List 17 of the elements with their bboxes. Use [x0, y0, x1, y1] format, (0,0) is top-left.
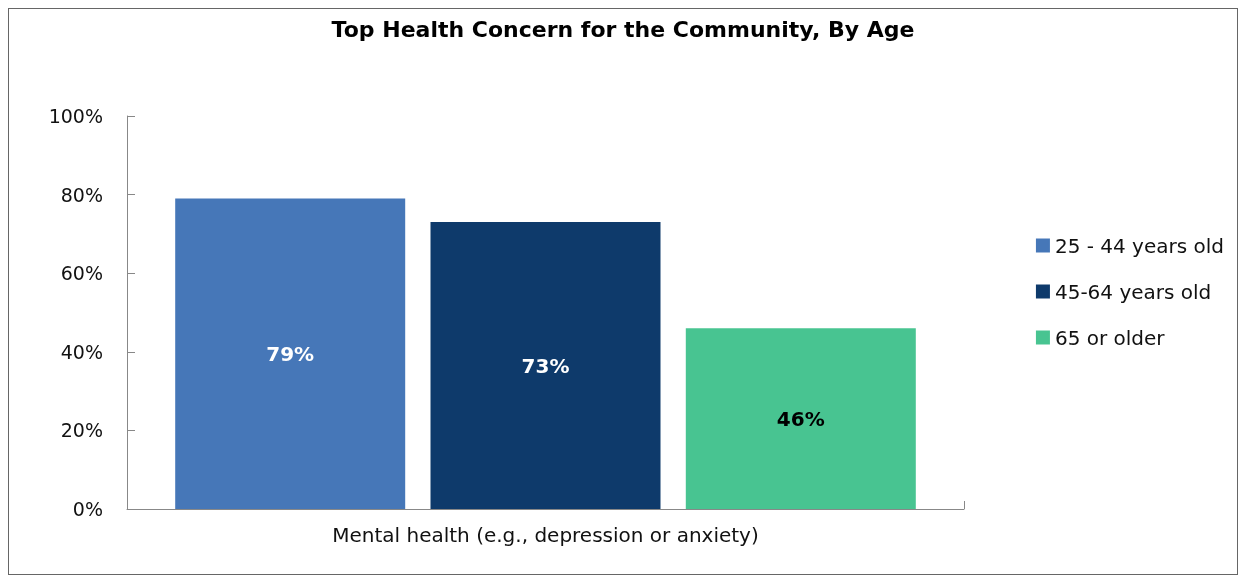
legend-label: 65 or older	[1054, 325, 1166, 350]
x-tick-label: Mental health (e.g., depression or anxiety)	[332, 523, 759, 547]
y-tick-label: 60%	[60, 262, 103, 285]
y-tick-label: 100%	[48, 105, 103, 127]
y-tick-label: 40%	[60, 340, 103, 363]
bar	[685, 328, 916, 509]
y-tick-label: 0%	[72, 498, 103, 520]
chart-title: Top Health Concern for the Community, By Age	[331, 16, 915, 42]
bar	[430, 222, 661, 509]
y-tick-label: 80%	[60, 183, 103, 206]
data-label: 46%	[776, 406, 825, 431]
legend-label: 25 - 44 years old	[1054, 233, 1225, 258]
data-label: 73%	[521, 353, 570, 378]
bar	[175, 198, 406, 509]
data-label: 79%	[266, 341, 315, 366]
legend-label: 45-64 years old	[1054, 279, 1212, 304]
y-tick-label: 20%	[60, 419, 103, 442]
